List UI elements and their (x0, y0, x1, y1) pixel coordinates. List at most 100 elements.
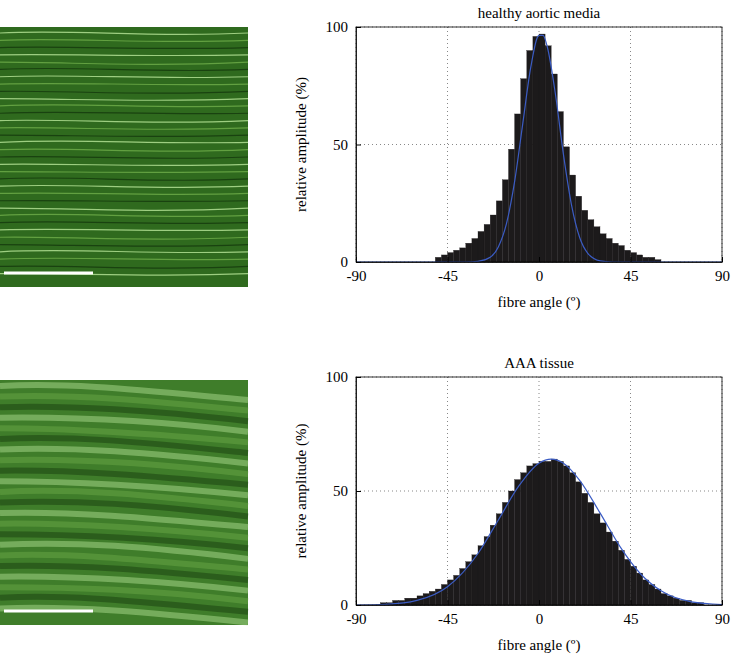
micrograph-streak (0, 76, 248, 78)
x-axis-line (357, 605, 723, 606)
histogram-bar (643, 580, 649, 605)
micrograph-streak (0, 229, 248, 230)
histogram-bar (594, 514, 600, 605)
micrograph (0, 27, 248, 287)
micrograph-streak (0, 128, 248, 130)
plot-background (356, 27, 722, 262)
y-axis-title: relative amplitude (%) (293, 424, 310, 559)
y-tick-mark (356, 262, 361, 263)
histogram-bar (533, 36, 539, 262)
y-tick-label: 50 (333, 137, 348, 153)
micrograph-streak (0, 54, 248, 56)
x-tick: -45 (438, 257, 458, 284)
micrograph-streak (0, 68, 248, 70)
histogram-bar (631, 253, 637, 262)
micrograph-streak (0, 40, 248, 42)
histogram-bar (649, 584, 655, 605)
histogram-bar (649, 257, 655, 262)
histogram-bar (618, 550, 624, 605)
histogram-bar (478, 231, 484, 262)
micrograph-background (0, 27, 248, 287)
micrograph-streak (0, 208, 248, 210)
x-tick: 0 (536, 600, 544, 627)
histogram-bar (600, 523, 606, 605)
histogram-bar (624, 250, 630, 262)
y-tick-label: 100 (326, 19, 349, 35)
micrograph-streak (0, 120, 248, 122)
histogram-bar (631, 566, 637, 605)
micrograph-streak (0, 47, 248, 48)
chart-title: AAA tissue (504, 355, 574, 371)
histogram-bar (570, 473, 576, 605)
histogram-bar (484, 537, 490, 605)
grid-line-x (447, 377, 448, 605)
histogram-bar (612, 541, 618, 605)
x-tick-mark (448, 600, 449, 605)
micrograph (0, 380, 248, 625)
micrograph-streak (0, 245, 248, 247)
y-tick-label: 0 (341, 254, 349, 270)
histogram-chart: -90-4504590050100AAA tissuefibre angle (… (293, 355, 730, 654)
histogram-bar (466, 243, 472, 262)
histogram-bar (606, 239, 612, 263)
y-tick: 0 (341, 597, 362, 613)
y-tick-mark (356, 377, 361, 378)
histogram-bar (637, 573, 643, 605)
fit-line (356, 35, 722, 262)
x-axis: -90-4504590 (347, 257, 731, 284)
histogram-bar (515, 114, 521, 262)
histogram-bar (582, 210, 588, 262)
histogram-bar (582, 493, 588, 605)
histogram-bar (612, 243, 618, 262)
x-tick-label: -45 (438, 611, 458, 627)
micrograph-streak (0, 200, 248, 202)
histogram-bar (655, 589, 661, 605)
histogram-bar (527, 51, 533, 263)
histogram-bar (502, 502, 508, 605)
histogram-bar (460, 569, 466, 605)
micrograph-streak (0, 112, 248, 113)
x-axis-line (357, 262, 723, 263)
plot-background (356, 377, 722, 605)
micrograph-streak (0, 141, 248, 143)
x-tick: -45 (438, 600, 458, 627)
x-tick-mark (539, 257, 540, 262)
x-tick-label: 90 (715, 611, 730, 627)
x-tick: 90 (715, 257, 730, 284)
micrograph-streak (0, 608, 248, 623)
micrograph-streak (0, 222, 248, 224)
histogram-bar (429, 591, 435, 605)
micrograph-background (0, 380, 248, 625)
histogram-bar (509, 491, 515, 605)
y-tick-label: 100 (326, 369, 349, 385)
grid (356, 27, 722, 262)
histogram-bar (435, 257, 441, 262)
x-tick-label: -45 (438, 268, 458, 284)
x-tick-mark (722, 257, 723, 262)
x-tick: 45 (624, 600, 639, 627)
histogram-bar (454, 250, 460, 262)
x-tick: 45 (624, 257, 639, 284)
micrograph-streak (0, 157, 248, 159)
x-tick-label: 0 (536, 611, 544, 627)
chart-title: healthy aortic media (478, 5, 601, 21)
histogram-bar (563, 466, 569, 605)
x-tick-label: 45 (624, 268, 639, 284)
micrograph-streak (0, 274, 248, 276)
micrograph-streak (0, 178, 248, 181)
y-tick: 100 (326, 369, 362, 385)
x-tick-mark (631, 257, 632, 262)
grid-line-x (447, 27, 448, 262)
y-tick: 50 (333, 483, 361, 499)
x-tick-mark (448, 257, 449, 262)
x-tick-label: 90 (715, 268, 730, 284)
x-tick-mark (722, 600, 723, 605)
y-axis-title: relative amplitude (%) (293, 77, 310, 212)
fit-line (356, 459, 722, 605)
plot-frame (356, 27, 722, 262)
y-tick-mark (356, 605, 361, 606)
histogram-bar (588, 502, 594, 605)
y-axis: 0 50 100 (326, 19, 362, 270)
histogram-bar (472, 555, 478, 605)
histogram-bar (539, 34, 545, 262)
